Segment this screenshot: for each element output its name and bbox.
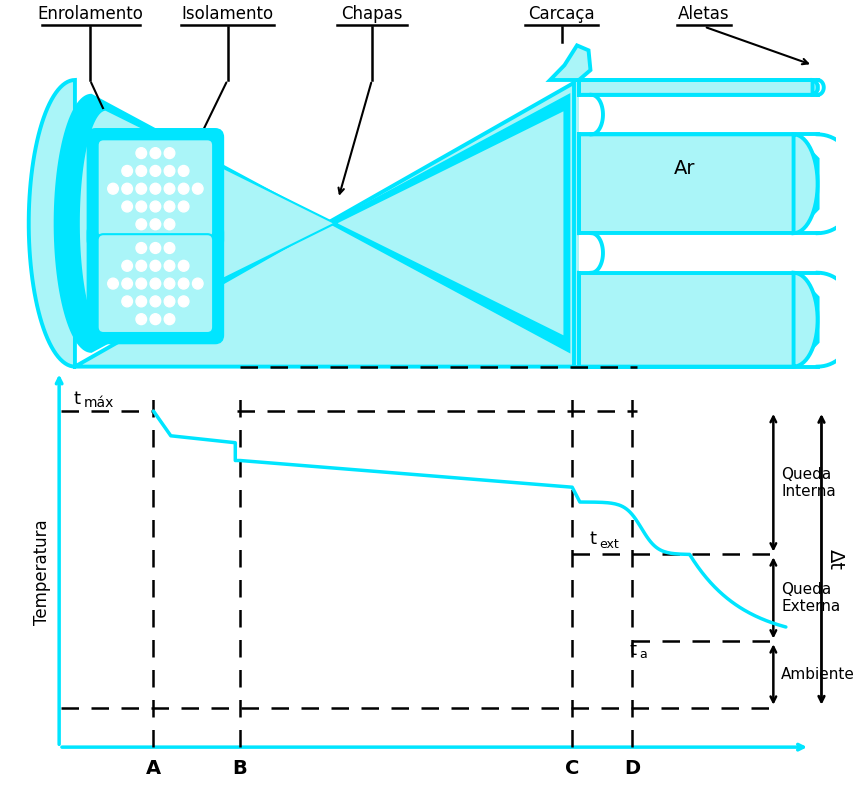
Text: a: a [640, 648, 648, 661]
Circle shape [150, 314, 160, 324]
Circle shape [179, 260, 189, 271]
Text: Chapas: Chapas [342, 5, 402, 23]
Circle shape [136, 243, 147, 254]
Text: B: B [232, 759, 247, 778]
Polygon shape [574, 80, 610, 366]
Circle shape [136, 201, 147, 212]
Text: Aletas: Aletas [678, 5, 730, 23]
Text: Carcaça: Carcaça [528, 5, 595, 23]
Circle shape [164, 260, 175, 271]
Text: Queda
Interna: Queda Interna [781, 466, 836, 499]
Circle shape [122, 201, 133, 212]
FancyBboxPatch shape [88, 224, 223, 343]
Polygon shape [579, 80, 818, 95]
Circle shape [136, 219, 147, 230]
Polygon shape [550, 45, 590, 80]
Circle shape [136, 278, 147, 289]
Circle shape [122, 166, 133, 176]
FancyBboxPatch shape [98, 234, 213, 333]
Text: máx: máx [84, 396, 114, 410]
Polygon shape [793, 273, 818, 366]
Circle shape [136, 314, 147, 324]
Circle shape [192, 183, 203, 194]
Text: t: t [74, 390, 81, 408]
Circle shape [164, 166, 175, 176]
Circle shape [164, 219, 175, 230]
Polygon shape [579, 95, 823, 134]
Text: Ambiente: Ambiente [781, 667, 855, 682]
Circle shape [179, 183, 189, 194]
Text: Queda
Externa: Queda Externa [781, 582, 840, 614]
Circle shape [122, 183, 133, 194]
Circle shape [108, 183, 118, 194]
Circle shape [164, 147, 175, 159]
Text: Enrolamento: Enrolamento [37, 5, 143, 23]
Text: t: t [590, 531, 596, 549]
Circle shape [164, 314, 175, 324]
Circle shape [150, 243, 160, 254]
Polygon shape [793, 134, 818, 233]
Text: A: A [146, 759, 161, 778]
Circle shape [164, 183, 175, 194]
Text: C: C [565, 759, 579, 778]
Circle shape [136, 183, 147, 194]
Text: D: D [623, 759, 640, 778]
Circle shape [136, 296, 147, 307]
Circle shape [122, 278, 133, 289]
Circle shape [150, 219, 160, 230]
Circle shape [192, 278, 203, 289]
FancyBboxPatch shape [98, 140, 213, 238]
Circle shape [150, 183, 160, 194]
Polygon shape [579, 233, 823, 273]
Text: t: t [630, 642, 637, 659]
Polygon shape [812, 80, 818, 95]
Circle shape [122, 260, 133, 271]
Text: Δt: Δt [826, 549, 845, 570]
Text: ext: ext [599, 538, 619, 551]
Circle shape [164, 296, 175, 307]
Circle shape [136, 166, 147, 176]
Circle shape [150, 166, 160, 176]
Circle shape [150, 201, 160, 212]
Circle shape [122, 296, 133, 307]
Circle shape [179, 201, 189, 212]
Circle shape [179, 296, 189, 307]
Circle shape [179, 166, 189, 176]
Text: Ar: Ar [674, 159, 695, 178]
Circle shape [108, 278, 118, 289]
Circle shape [179, 278, 189, 289]
Polygon shape [579, 134, 818, 233]
Polygon shape [579, 273, 818, 366]
Polygon shape [79, 109, 564, 337]
Circle shape [164, 201, 175, 212]
Circle shape [164, 243, 175, 254]
Circle shape [150, 147, 160, 159]
Circle shape [150, 296, 160, 307]
FancyBboxPatch shape [88, 129, 223, 248]
Circle shape [150, 278, 160, 289]
Circle shape [136, 260, 147, 271]
Circle shape [164, 278, 175, 289]
Text: Isolamento: Isolamento [181, 5, 274, 23]
Polygon shape [55, 95, 570, 352]
Circle shape [150, 260, 160, 271]
Text: Temperatura: Temperatura [33, 519, 51, 625]
Circle shape [136, 147, 147, 159]
Polygon shape [29, 80, 579, 366]
